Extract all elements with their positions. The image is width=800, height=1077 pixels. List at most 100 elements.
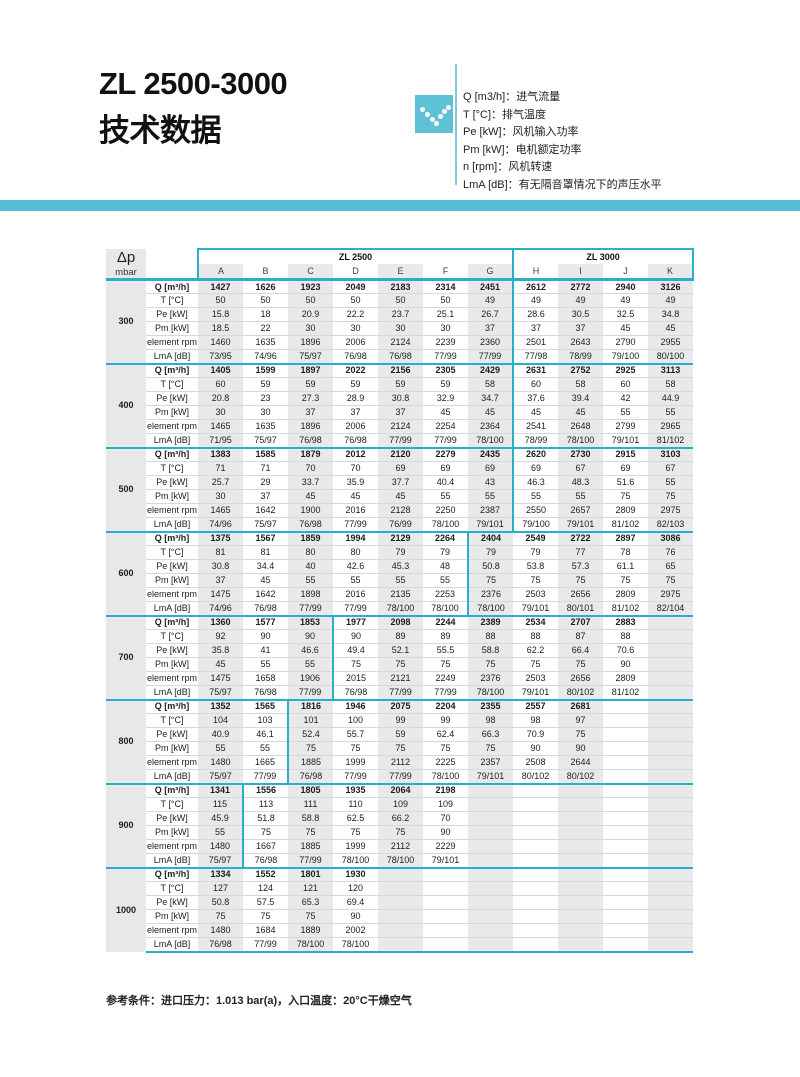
cell-500-element-D: 2016 [333,503,378,518]
cell-700-element-J: 2809 [603,671,649,686]
cell-600-Q-F: 2264 [423,530,469,546]
cell-600-LmA-G: 78/100 [468,601,514,616]
cell-300-element-K: 2955 [648,335,694,350]
cell-800-T-E: 99 [378,713,423,728]
cell-700-Pe-H: 62.2 [513,643,559,658]
cell-500-Pm-E: 45 [378,489,423,504]
column-letter-B: B [243,264,288,282]
cell-1000-Pe-I [558,895,604,910]
cell-800-LmA-F: 78/100 [423,769,468,784]
cell-800-Q-F: 2204 [423,698,468,714]
cell-300-Pm-H: 37 [513,321,559,336]
row-label: LmA [dB] [146,685,198,700]
legend-desc: 电机额定功率 [515,143,582,156]
cell-400-Pe-H: 37.6 [513,391,559,406]
cell-300-T-C: 50 [288,293,333,308]
cell-700-LmA-I: 80/102 [558,685,604,700]
cell-600-element-C: 1898 [288,587,333,602]
cell-600-Pe-A: 30.8 [198,559,243,574]
cell-300-LmA-D: 76/98 [333,349,378,364]
cell-800-LmA-G: 79/101 [468,769,514,784]
cell-1000-Pm-K [648,909,694,924]
column-letter-J: J [603,264,649,282]
row-label: Pe [kW] [146,307,198,322]
cell-700-Q-I: 2707 [558,614,604,630]
row-label-header-spacer [146,249,198,281]
cell-700-Pm-B: 55 [243,657,288,672]
cell-500-Pm-G: 55 [468,489,515,504]
cell-1000-Pm-E [378,909,423,924]
cell-400-Q-C: 1897 [288,362,333,378]
cell-500-element-E: 2128 [378,503,423,518]
row-label: Pm [kW] [146,825,198,840]
cell-600-element-J: 2809 [603,587,649,602]
cell-500-Pm-J: 75 [603,489,649,504]
cell-600-LmA-K: 82/104 [648,601,694,616]
cell-400-Pe-G: 34.7 [468,391,515,406]
cell-600-Pe-G: 50.8 [468,559,514,574]
cell-500-Q-K: 3103 [648,446,694,462]
cell-400-Pe-B: 23 [243,391,288,406]
cell-800-element-F: 2225 [423,755,468,770]
cell-500-Pe-F: 40.4 [423,475,468,490]
cell-900-element-I [558,839,604,854]
cell-300-T-J: 49 [603,293,649,308]
cell-1000-T-K [648,881,694,896]
cell-400-Q-H: 2631 [513,362,559,378]
cell-500-Pe-E: 37.7 [378,475,423,490]
cell-700-T-D: 90 [333,629,378,644]
cell-1000-element-K [648,923,694,938]
cell-700-Pm-D: 75 [333,657,378,672]
cell-900-Q-C: 1805 [288,782,333,798]
cell-300-element-H: 2501 [513,335,559,350]
row-label: Q [m³/h] [146,782,198,798]
legend-desc: 排气温度 [502,108,547,121]
cell-400-element-C: 1896 [288,419,333,434]
cell-400-element-E: 2124 [378,419,423,434]
cell-600-Pe-F: 48 [423,559,469,574]
cell-800-element-C: 1885 [288,755,333,770]
cell-900-T-F: 109 [423,797,468,812]
row-label: Pe [kW] [146,475,198,490]
cell-600-T-E: 79 [378,545,423,560]
cell-900-LmA-G [468,853,514,868]
row-label: T [°C] [146,461,198,476]
row-label: LmA [dB] [146,769,198,784]
cell-900-Pm-I [558,825,604,840]
cell-800-T-I: 97 [558,713,604,728]
cell-700-element-C: 1906 [288,671,334,686]
cell-900-Q-A: 1341 [198,782,244,798]
cell-400-Pm-E: 37 [378,405,423,420]
cell-300-LmA-A: 73/95 [198,349,243,364]
cell-600-Q-G: 2404 [468,530,514,546]
legend-label: Pe [kW]： [463,126,513,138]
cell-500-T-F: 69 [423,461,468,476]
cell-700-Q-H: 2534 [513,614,559,630]
cell-600-Q-B: 1567 [243,530,288,546]
cell-1000-LmA-H [513,937,559,953]
cell-1000-Q-A: 1334 [198,866,243,882]
cell-800-Pe-D: 55.7 [333,727,378,742]
cell-700-Pe-A: 35.8 [198,643,243,658]
cell-700-Pe-E: 52.1 [378,643,423,658]
cell-500-LmA-J: 81/102 [603,517,649,532]
cell-500-Pm-K: 75 [648,489,694,504]
cell-400-T-B: 59 [243,377,288,392]
row-label: Pe [kW] [146,811,198,826]
cell-800-Pm-E: 75 [378,741,423,756]
cell-900-Pm-F: 90 [423,825,468,840]
pressure-value-1000: 1000 [106,866,146,952]
row-label: T [°C] [146,545,198,560]
cell-600-element-F: 2253 [423,587,469,602]
cell-600-Pm-C: 55 [288,573,333,588]
row-label: Pe [kW] [146,727,198,742]
cell-500-Pe-K: 55 [648,475,694,490]
cell-700-T-A: 92 [198,629,243,644]
cell-700-T-G: 88 [468,629,514,644]
cell-700-LmA-K [648,685,694,700]
cell-600-Pm-H: 75 [513,573,559,588]
cell-400-Pm-C: 37 [288,405,333,420]
cell-700-Q-B: 1577 [243,614,288,630]
cell-1000-element-B: 1684 [243,923,288,938]
cell-1000-Q-C: 1801 [288,866,333,882]
